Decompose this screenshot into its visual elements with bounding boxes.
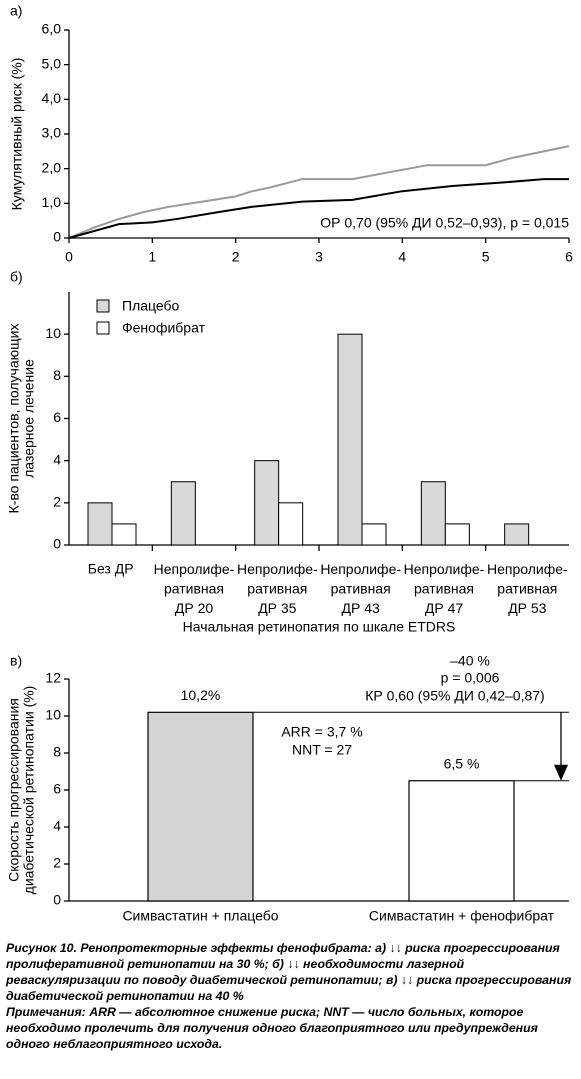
caption-notes: Примечания: ARR — абсолютное снижение ри… xyxy=(6,1005,538,1051)
annotation: ARR = 3,7 % xyxy=(281,724,362,740)
annotation: ОР 0,70 (95% ДИ 0,52–0,93), p = 0,015 xyxy=(320,215,569,231)
line-series xyxy=(68,145,570,239)
x-tick-label: Непролифе-ративная ДР 35 xyxy=(237,561,318,616)
x-tick-label: 6 xyxy=(565,249,573,265)
annotation: КР 0,60 (95% ДИ 0,42–0,87) xyxy=(365,688,544,704)
x-tick-label: Непролифе-ративная ДР 43 xyxy=(320,561,401,616)
y-tick-label: 0 xyxy=(53,229,61,245)
x-axis-label: Начальная ретинопатия по шкале ETDRS xyxy=(183,619,456,635)
y-tick-label: 2 xyxy=(53,494,61,510)
legend-label: Плацебо xyxy=(122,298,180,314)
bar xyxy=(111,523,137,546)
y-tick-label: 4 xyxy=(53,818,61,834)
bar xyxy=(361,523,387,546)
x-tick-label: 1 xyxy=(148,249,156,265)
y-axis-label: Скорость прогрессированиядиабетической р… xyxy=(5,686,36,895)
y-tick-label: 6,0 xyxy=(42,21,62,37)
x-tick-label: 3 xyxy=(315,249,323,265)
legend-swatch xyxy=(96,299,110,313)
panel-label: в) xyxy=(10,653,22,669)
bar xyxy=(408,780,515,902)
x-tick-label: 5 xyxy=(482,249,490,265)
bar xyxy=(87,502,113,546)
bar xyxy=(170,481,196,546)
x-tick-label: Непролифе-ративная ДР 20 xyxy=(154,561,235,616)
y-tick-label: 8 xyxy=(53,744,61,760)
figure: 0 1,0 2,0 3,0 4,0 5,0 6,0 а) Кумулятивный риск (… xyxy=(5,3,573,924)
line-series xyxy=(68,178,569,239)
y-tick-label: 3,0 xyxy=(42,125,62,141)
y-tick-label: 2 xyxy=(53,855,61,871)
bar xyxy=(420,481,446,546)
x-tick-label: 2 xyxy=(232,249,240,265)
annotation: p = 0,006 xyxy=(441,670,500,686)
bar xyxy=(337,333,363,546)
y-tick-label: 6 xyxy=(53,781,61,797)
y-axis-label: Кумулятивный риск (%) xyxy=(9,58,25,211)
y-tick-label: 5,0 xyxy=(42,55,62,71)
arrow-head xyxy=(554,764,568,781)
x-tick-label: Без ДР xyxy=(88,561,134,577)
y-tick-label: 0 xyxy=(53,536,61,552)
x-tick-label: Симвастатин + плацебо xyxy=(122,908,278,924)
panel-label: а) xyxy=(10,3,22,19)
y-tick-label: 2,0 xyxy=(42,159,62,175)
y-axis-label: К-во пациентов, получающихлазерное лечен… xyxy=(5,324,36,514)
y-tick-label: 10 xyxy=(45,707,61,723)
value-label: 6,5 % xyxy=(444,755,480,771)
y-tick-label: 0 xyxy=(53,892,61,908)
bar xyxy=(504,523,530,546)
y-tick-label: 4,0 xyxy=(42,90,62,106)
x-tick-label: 4 xyxy=(398,249,406,265)
x-tick-label: 0 xyxy=(65,249,73,265)
annotation: NNT = 27 xyxy=(292,742,352,758)
y-tick-label: 4 xyxy=(53,451,61,467)
x-tick-label: Непролифе-ративная ДР 53 xyxy=(487,561,568,616)
panel-label: б) xyxy=(10,269,23,285)
annotation: –40 % xyxy=(450,653,490,669)
y-tick-label: 10 xyxy=(45,325,61,341)
y-tick-label: 8 xyxy=(53,367,61,383)
bar xyxy=(254,460,280,546)
legend-swatch xyxy=(96,321,110,335)
y-tick-label: 12 xyxy=(45,670,61,686)
legend-label: Фенофибрат xyxy=(122,320,206,336)
x-tick-label: Непролифе-ративная ДР 47 xyxy=(404,561,485,616)
value-label: 10,2% xyxy=(181,687,221,703)
bar xyxy=(147,711,254,902)
x-tick-label: Симвастатин + фенофибрат xyxy=(369,908,555,924)
caption: Рисунок 10. Ренопротекторные эффекты фен… xyxy=(6,941,572,1003)
bar xyxy=(278,502,304,546)
y-tick-label: 1,0 xyxy=(42,194,62,210)
bar xyxy=(444,523,470,546)
y-tick-label: 6 xyxy=(53,409,61,425)
